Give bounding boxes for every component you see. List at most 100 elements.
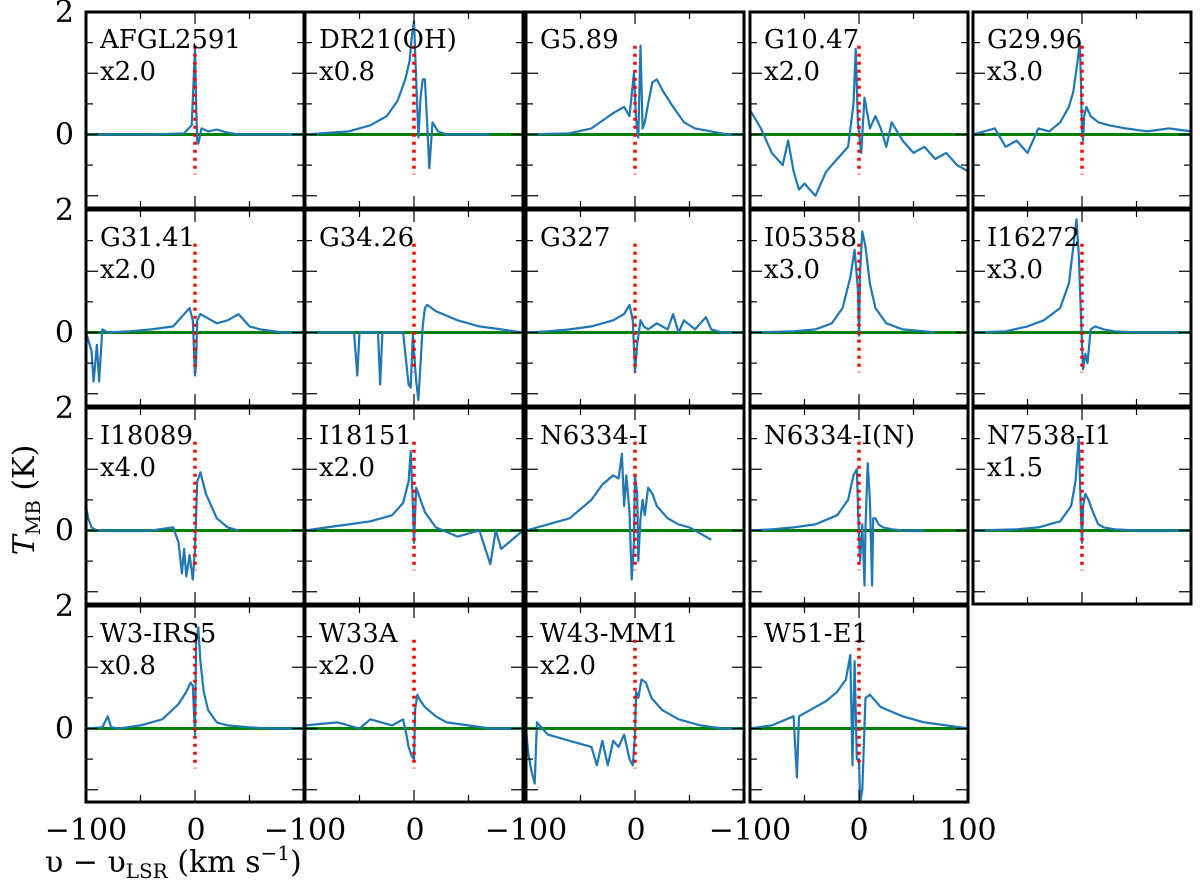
panel-scale: x2.0 bbox=[100, 255, 156, 285]
y-tick-label: 0 bbox=[55, 712, 74, 747]
panel-g327: G327 bbox=[524, 208, 746, 408]
panel-name: AFGL2591 bbox=[99, 25, 241, 55]
panel-name: G31.41 bbox=[100, 223, 195, 253]
panel-name: I16272 bbox=[987, 223, 1080, 253]
panel-g34-26: G34.26 bbox=[303, 208, 525, 408]
panel-scale: x2.0 bbox=[100, 57, 156, 87]
y-tick-label: 2 bbox=[55, 193, 74, 228]
spectrum-line-g34-26 bbox=[305, 303, 524, 401]
y-tick-label: 0 bbox=[55, 514, 74, 549]
panel-name: G327 bbox=[540, 223, 610, 253]
spectrum-line-g327 bbox=[525, 303, 744, 374]
panel-frame bbox=[971, 10, 1193, 210]
panel-scale: x0.8 bbox=[100, 651, 156, 681]
spectrum-line-i18089 bbox=[84, 471, 239, 581]
panel-name: DR21(OH) bbox=[319, 25, 457, 55]
y-axis-label: TMB (K) bbox=[7, 445, 45, 556]
panel-name: G5.89 bbox=[540, 25, 619, 55]
y-tick-label: 0 bbox=[55, 316, 74, 351]
panel-frame bbox=[748, 10, 970, 210]
panel-frame bbox=[303, 208, 525, 408]
panel-frame bbox=[303, 604, 525, 804]
panel-frame bbox=[971, 208, 1193, 408]
panel-name: N7538-I1 bbox=[987, 421, 1112, 451]
panel-scale: x2.0 bbox=[764, 57, 820, 87]
spectrum-line-afgl2591 bbox=[86, 47, 304, 145]
panel-frame bbox=[971, 406, 1193, 606]
panel-name: W33A bbox=[319, 619, 399, 649]
panel-scale: x3.0 bbox=[987, 57, 1043, 87]
y-tick-label: 2 bbox=[55, 589, 74, 624]
x-tick-label: −100 bbox=[485, 813, 567, 848]
panel-name: I18089 bbox=[100, 421, 193, 451]
panel-name: G29.96 bbox=[987, 25, 1082, 55]
x-tick-label: 0 bbox=[405, 813, 424, 848]
x-axis-label: υ − υLSR (km s−1) bbox=[45, 841, 302, 883]
panel-name: I18151 bbox=[319, 421, 412, 451]
spectrum-line-g10-47 bbox=[749, 47, 969, 197]
spectrum-line-n6334-i bbox=[525, 452, 712, 581]
x-tick-label: −100 bbox=[264, 813, 346, 848]
spectrum-line-w51-e1 bbox=[749, 653, 969, 804]
spectrum-line-g5-89 bbox=[525, 44, 744, 139]
labels-layer: 0 2 0 2 0 2 0 2 −100 0 −100 0 −100 0 −100 0 100 bbox=[45, 0, 997, 848]
panel-frame bbox=[748, 406, 970, 606]
spectrum-line-w3-irs5 bbox=[85, 626, 304, 736]
panel-scale: x0.8 bbox=[319, 57, 375, 87]
panel-name: N6334-I(N) bbox=[764, 421, 915, 451]
panel-name: G10.47 bbox=[764, 25, 859, 55]
panel-frame bbox=[524, 208, 746, 408]
panel-name: I05358 bbox=[764, 223, 857, 253]
spectrum-line-i16272 bbox=[972, 218, 1191, 371]
x-tick-label: 0 bbox=[186, 813, 205, 848]
panel-dr21-oh: DR21(OH)x0.8 bbox=[303, 10, 525, 210]
panel-frame bbox=[524, 604, 746, 804]
panel-name: W51-E1 bbox=[764, 619, 868, 649]
x-tick-label: −100 bbox=[45, 813, 127, 848]
panel-frame bbox=[748, 604, 970, 804]
x-tick-label: −100 bbox=[709, 813, 791, 848]
panel-w51-e1: W51-E1 bbox=[748, 604, 970, 804]
panel-scale: x4.0 bbox=[100, 453, 156, 483]
spectrum-line-g29-96 bbox=[972, 41, 1192, 154]
panel-scale: x1.5 bbox=[987, 453, 1043, 483]
x-tick-label: 0 bbox=[849, 813, 868, 848]
spectrum-line-w43-mm1 bbox=[524, 678, 744, 785]
panel-g5-89: G5.89 bbox=[524, 10, 746, 210]
panel-scale: x2.0 bbox=[540, 651, 596, 681]
y-tick-label: 2 bbox=[55, 391, 74, 426]
panel-scale: x3.0 bbox=[764, 255, 820, 285]
panel-name: W43-MM1 bbox=[540, 619, 678, 649]
x-tick-label: 0 bbox=[626, 813, 645, 848]
panel-scale: x3.0 bbox=[987, 255, 1043, 285]
spectrum-line-dr21-oh bbox=[304, 20, 491, 170]
y-tick-label: 0 bbox=[55, 118, 74, 153]
panel-scale: x2.0 bbox=[319, 651, 375, 681]
spectrum-line-g31-41 bbox=[84, 306, 304, 383]
spectrum-line-i05358 bbox=[749, 230, 936, 337]
panel-frame bbox=[748, 208, 970, 408]
panel-n6334-i: N6334-I bbox=[524, 406, 746, 606]
panel-frame bbox=[303, 406, 525, 606]
panel-name: N6334-I bbox=[540, 421, 648, 451]
panel-name: W3-IRS5 bbox=[100, 619, 216, 649]
panel-name: G34.26 bbox=[319, 223, 414, 253]
panel-frame bbox=[303, 10, 525, 210]
panel-frame bbox=[524, 10, 746, 210]
panel-scale: x2.0 bbox=[319, 453, 375, 483]
spectrum-line-w33a bbox=[304, 693, 523, 761]
x-tick-label: 100 bbox=[939, 813, 996, 848]
